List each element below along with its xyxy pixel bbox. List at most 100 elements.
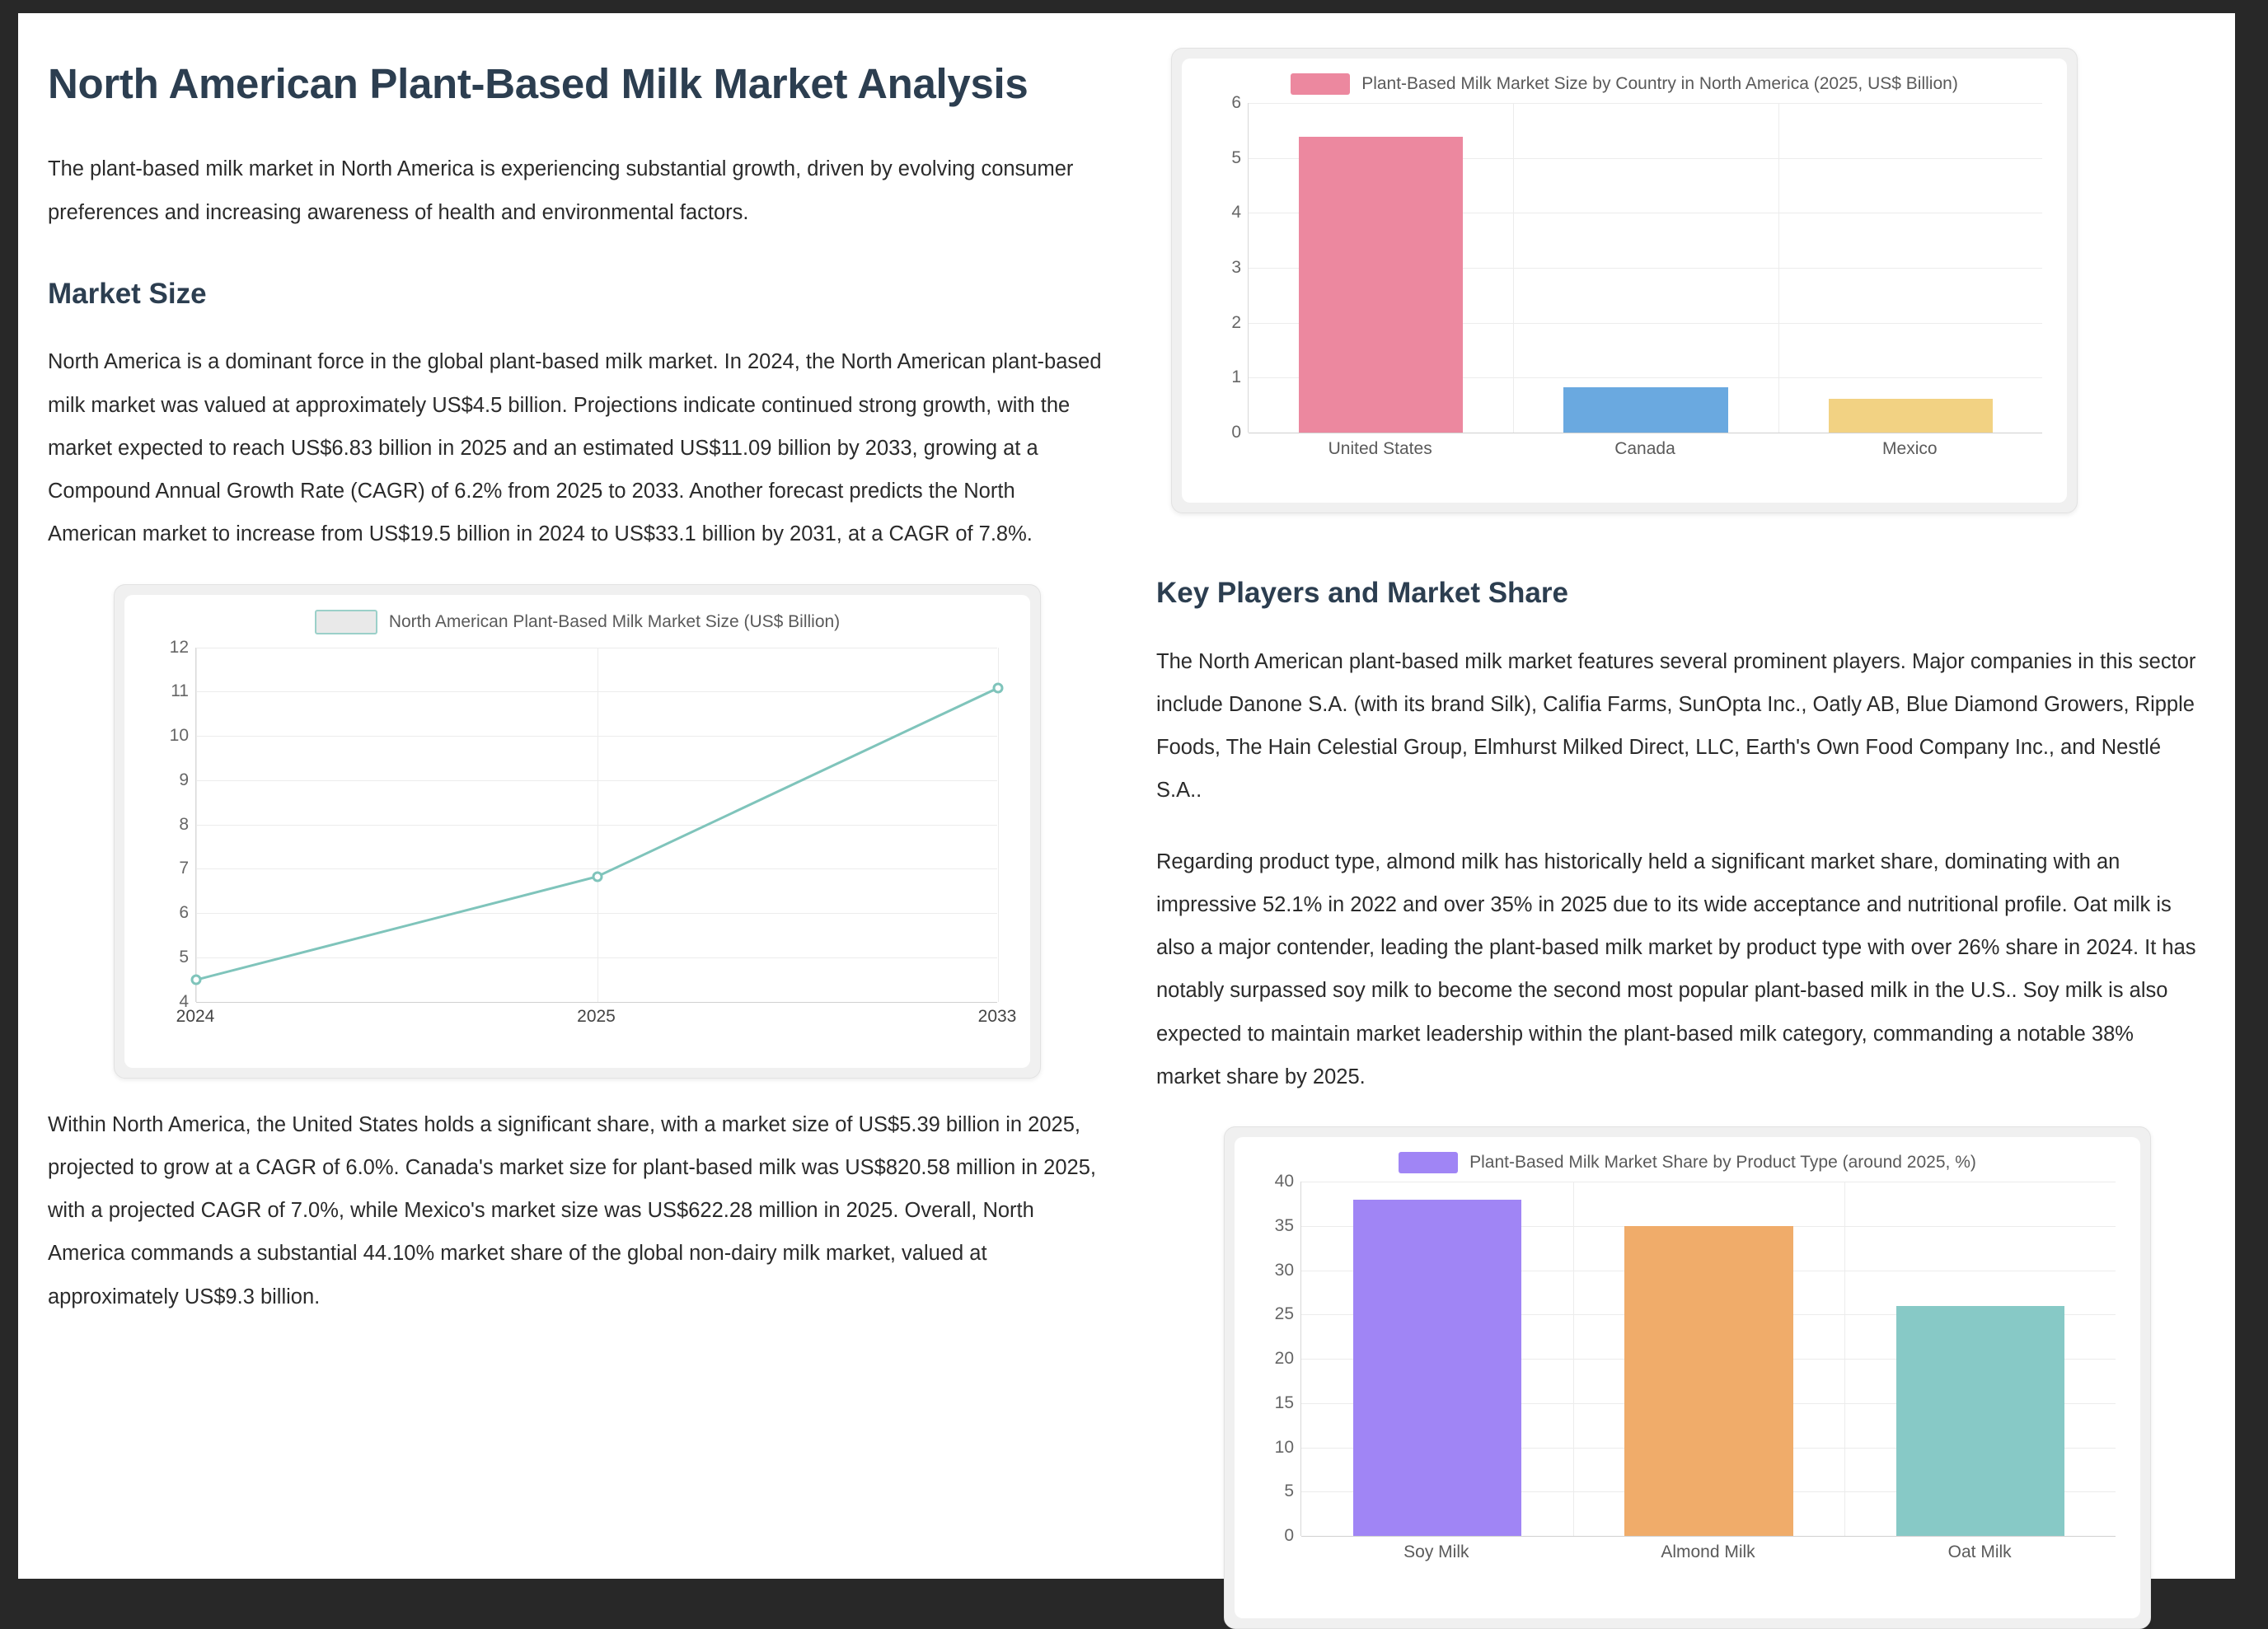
gridline [1301,1536,2116,1538]
bar [1624,1225,1793,1537]
right-column: Plant-Based Milk Market Size by Country … [1156,48,2197,1629]
gridline-vertical [998,647,999,1002]
gridline-vertical [1513,103,1515,433]
country-market-size-chart-card: Plant-Based Milk Market Size by Country … [1171,48,2078,513]
gridline-vertical [196,647,197,1002]
page-title: North American Plant-Based Milk Market A… [48,60,1029,107]
gridline-vertical [1778,103,1779,433]
chart-legend: Plant-Based Milk Market Size by Country … [1182,59,2067,95]
line-plot-area: 4 5 6 7 8 9 10 11 12 [152,638,1004,1011]
y-tick-label: 20 [1274,1349,1294,1369]
y-tick-label: 5 [179,947,189,967]
x-tick-label: 2024 [176,1006,215,1026]
y-tick-label: 1 [1231,367,1241,387]
legend-label-product: Plant-Based Milk Market Share by Product… [1469,1153,1976,1173]
y-tick-label: 25 [1274,1304,1294,1324]
y-tick-label: 7 [179,859,189,878]
market-size-trend-chart-card: North American Plant-Based Milk Market S… [114,583,1041,1079]
legend-label-country: Plant-Based Milk Market Size by Country … [1361,74,1958,93]
y-tick-label: 30 [1274,1260,1294,1280]
x-tick-label: United States [1328,439,1432,458]
y-tick-label: 35 [1274,1215,1294,1235]
gridline [1249,157,2042,159]
legend-label-line: North American Plant-Based Milk Market S… [388,611,841,631]
gridline [196,1001,997,1003]
y-tick-label: 3 [1231,258,1241,277]
gridline [196,824,997,826]
chart-legend: Plant-Based Milk Market Share by Product… [1235,1137,2140,1174]
y-tick-label: 0 [1231,423,1241,442]
document-page: North American Plant-Based Milk Market A… [18,13,2235,1629]
gridline [196,691,997,693]
bar [1352,1199,1522,1537]
y-tick-label: 8 [179,814,189,834]
x-tick-label: Soy Milk [1403,1542,1469,1562]
y-tick-label: 4 [179,991,189,1011]
intro-paragraph: The plant-based milk market in North Ame… [48,157,1074,224]
chart-legend: North American Plant-Based Milk Market S… [124,595,1030,634]
y-tick-label: 10 [1274,1437,1294,1457]
x-tick-label: 2033 [977,1006,1017,1026]
country-x-axis-labels: United States Canada Mexico [1248,439,2042,459]
line-x-axis-labels: 2024 2025 2033 [152,1006,1017,1040]
line-series [196,686,998,981]
gridline [196,868,997,870]
x-tick-label: Almond Milk [1661,1542,1755,1562]
product-plot-area: 0 5 10 15 20 25 30 35 40 [1258,1172,2116,1545]
bar [1828,398,1993,433]
y-tick-label: 9 [179,770,189,789]
plot-grid [1248,103,2042,433]
product-type-share-chart: Plant-Based Milk Market Share by Product… [1235,1137,2140,1619]
market-size-paragraph-2: Within North America, the United States … [48,1112,1096,1308]
gridline [1249,322,2042,324]
gridline [196,913,997,915]
product-x-axis-labels: Soy Milk Almond Milk Oat Milk [1300,1542,2116,1562]
data-point [592,871,602,882]
y-tick-label: 11 [171,681,189,701]
y-axis-labels: 0 5 10 15 20 25 30 35 40 [1258,1172,1300,1545]
plot-grid [190,647,1004,1003]
market-size-trend-chart: North American Plant-Based Milk Market S… [124,594,1030,1068]
y-tick-label: 12 [169,637,189,657]
product-type-share-chart-card: Plant-Based Milk Market Share by Product… [1224,1126,2151,1629]
bar [1895,1305,2065,1537]
section-heading-market-size: Market Size [48,277,207,310]
legend-swatch-line [314,609,377,634]
y-tick-label: 5 [1231,147,1241,167]
gridline [196,957,997,958]
x-tick-label: Mexico [1882,439,1938,458]
y-axis-labels: 4 5 6 7 8 9 10 11 12 [152,638,195,1011]
gridline-vertical [1572,1182,1574,1537]
y-tick-label: 40 [1274,1172,1294,1191]
gridline [196,779,997,781]
y-tick-label: 4 [1231,203,1241,222]
gridline [1249,377,2042,379]
x-tick-label: Oat Milk [1947,1542,2012,1562]
x-tick-label: Canada [1614,439,1675,458]
y-tick-label: 2 [1231,312,1241,332]
gridline [1249,268,2042,269]
y-axis-labels: 0 1 2 3 4 5 6 [1205,93,1248,442]
y-tick-label: 15 [1274,1393,1294,1412]
gridline-vertical [597,647,598,1002]
section-heading-key-players: Key Players and Market Share [1156,577,1568,609]
legend-swatch-country [1291,73,1351,95]
country-market-size-chart: Plant-Based Milk Market Size by Country … [1182,59,2067,503]
data-point [190,974,202,985]
gridline [196,736,997,737]
key-players-paragraph-1: The North American plant-based milk mark… [1156,649,2196,803]
y-tick-label: 10 [169,726,189,746]
left-column: North American Plant-Based Milk Market A… [48,48,1156,1579]
bar [1563,387,1728,433]
data-point [992,682,1004,694]
y-tick-label: 5 [1284,1482,1294,1501]
y-tick-label: 6 [179,903,189,923]
x-tick-label: 2025 [577,1006,616,1026]
gridline [1249,103,2042,104]
bar [1299,136,1464,433]
plot-grid [1300,1182,2116,1538]
legend-swatch-product [1399,1152,1459,1174]
gridline-vertical [1844,1182,1846,1537]
y-tick-label: 0 [1284,1526,1294,1546]
two-column-layout: North American Plant-Based Milk Market A… [18,13,2235,1629]
